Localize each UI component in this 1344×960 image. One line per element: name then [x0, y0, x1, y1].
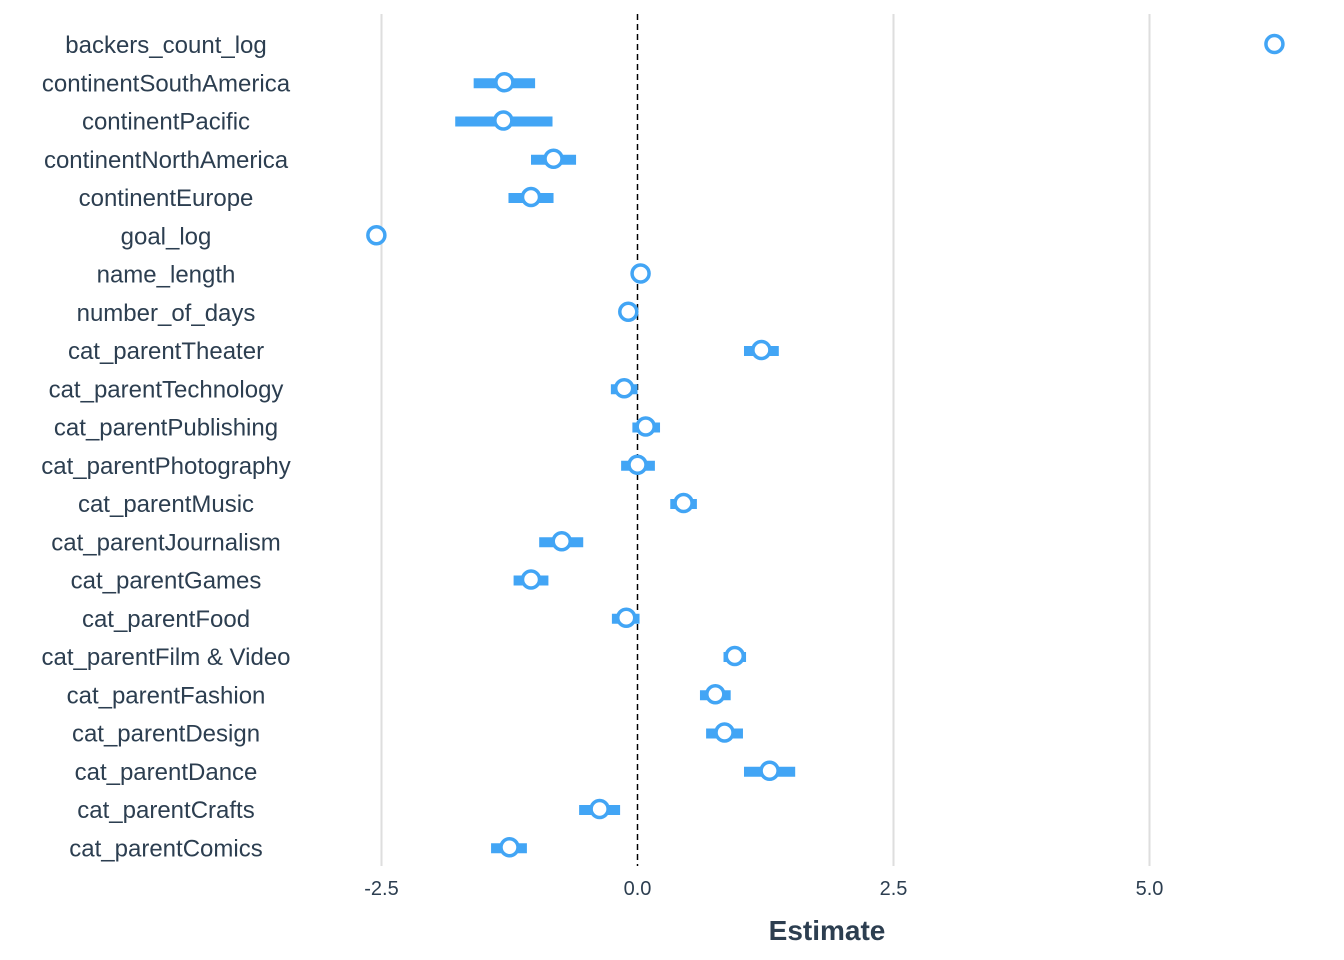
- term-label: continentPacific: [82, 109, 250, 136]
- estimate-point: [615, 607, 637, 628]
- term-label: cat_parentPublishing: [54, 415, 278, 442]
- x-axis-tick-labels: -2.5 0.0 2.5 5.0: [364, 878, 1163, 900]
- estimate-point: [520, 186, 542, 208]
- estimate-point: [1264, 33, 1285, 55]
- estimate-point: [724, 645, 746, 667]
- estimate-point: [613, 378, 635, 399]
- estimate-point: [635, 416, 656, 437]
- estimate-point: [494, 72, 515, 93]
- estimate-point: [630, 263, 651, 284]
- term-label: number_of_days: [77, 300, 256, 327]
- estimate-point: [543, 148, 564, 169]
- term-label: name_length: [97, 262, 236, 289]
- estimate-point: [673, 492, 694, 514]
- term-label: backers_count_log: [65, 32, 266, 59]
- estimate-points: [366, 33, 1285, 858]
- term-label: cat_parentComics: [69, 835, 262, 862]
- confidence-intervals: [375, 40, 1277, 854]
- estimate-point: [493, 110, 514, 131]
- term-label: cat_parentFood: [82, 606, 250, 633]
- term-label: goal_log: [121, 223, 212, 250]
- term-label: cat_parentTheater: [68, 338, 264, 365]
- term-label: cat_parentJournalism: [51, 529, 280, 556]
- x-axis-title: Estimate: [769, 915, 886, 946]
- estimate-point: [618, 301, 639, 322]
- estimate-point: [499, 837, 520, 858]
- term-labels: backers_count_log continentSouthAmerica co…: [41, 32, 291, 862]
- estimate-point: [551, 531, 572, 552]
- estimate-point: [520, 569, 542, 590]
- estimate-point: [589, 798, 610, 820]
- term-label: cat_parentFilm & Video: [41, 644, 290, 671]
- term-label: continentSouthAmerica: [42, 70, 291, 97]
- term-label: cat_parentDance: [75, 759, 258, 786]
- term-label: cat_parentFashion: [67, 682, 266, 709]
- x-tick-label: 0.0: [624, 878, 652, 900]
- estimate-point: [714, 722, 735, 743]
- grid-lines: [380, 14, 1151, 866]
- x-tick-label: -2.5: [364, 878, 398, 900]
- term-label: cat_parentPhotography: [41, 453, 291, 480]
- x-tick-label: 2.5: [880, 878, 908, 900]
- estimate-point: [705, 684, 726, 705]
- term-label: continentEurope: [79, 185, 254, 212]
- term-label: cat_parentMusic: [78, 491, 254, 518]
- term-label: cat_parentCrafts: [77, 797, 254, 824]
- estimate-point: [759, 760, 780, 781]
- estimate-point: [751, 339, 772, 361]
- term-label: continentNorthAmerica: [44, 147, 289, 174]
- term-label: cat_parentGames: [71, 568, 262, 595]
- term-label: cat_parentDesign: [72, 721, 260, 748]
- estimate-point: [627, 454, 648, 475]
- x-tick-label: 5.0: [1136, 878, 1164, 900]
- term-label: cat_parentTechnology: [49, 376, 284, 403]
- estimate-point: [366, 225, 387, 246]
